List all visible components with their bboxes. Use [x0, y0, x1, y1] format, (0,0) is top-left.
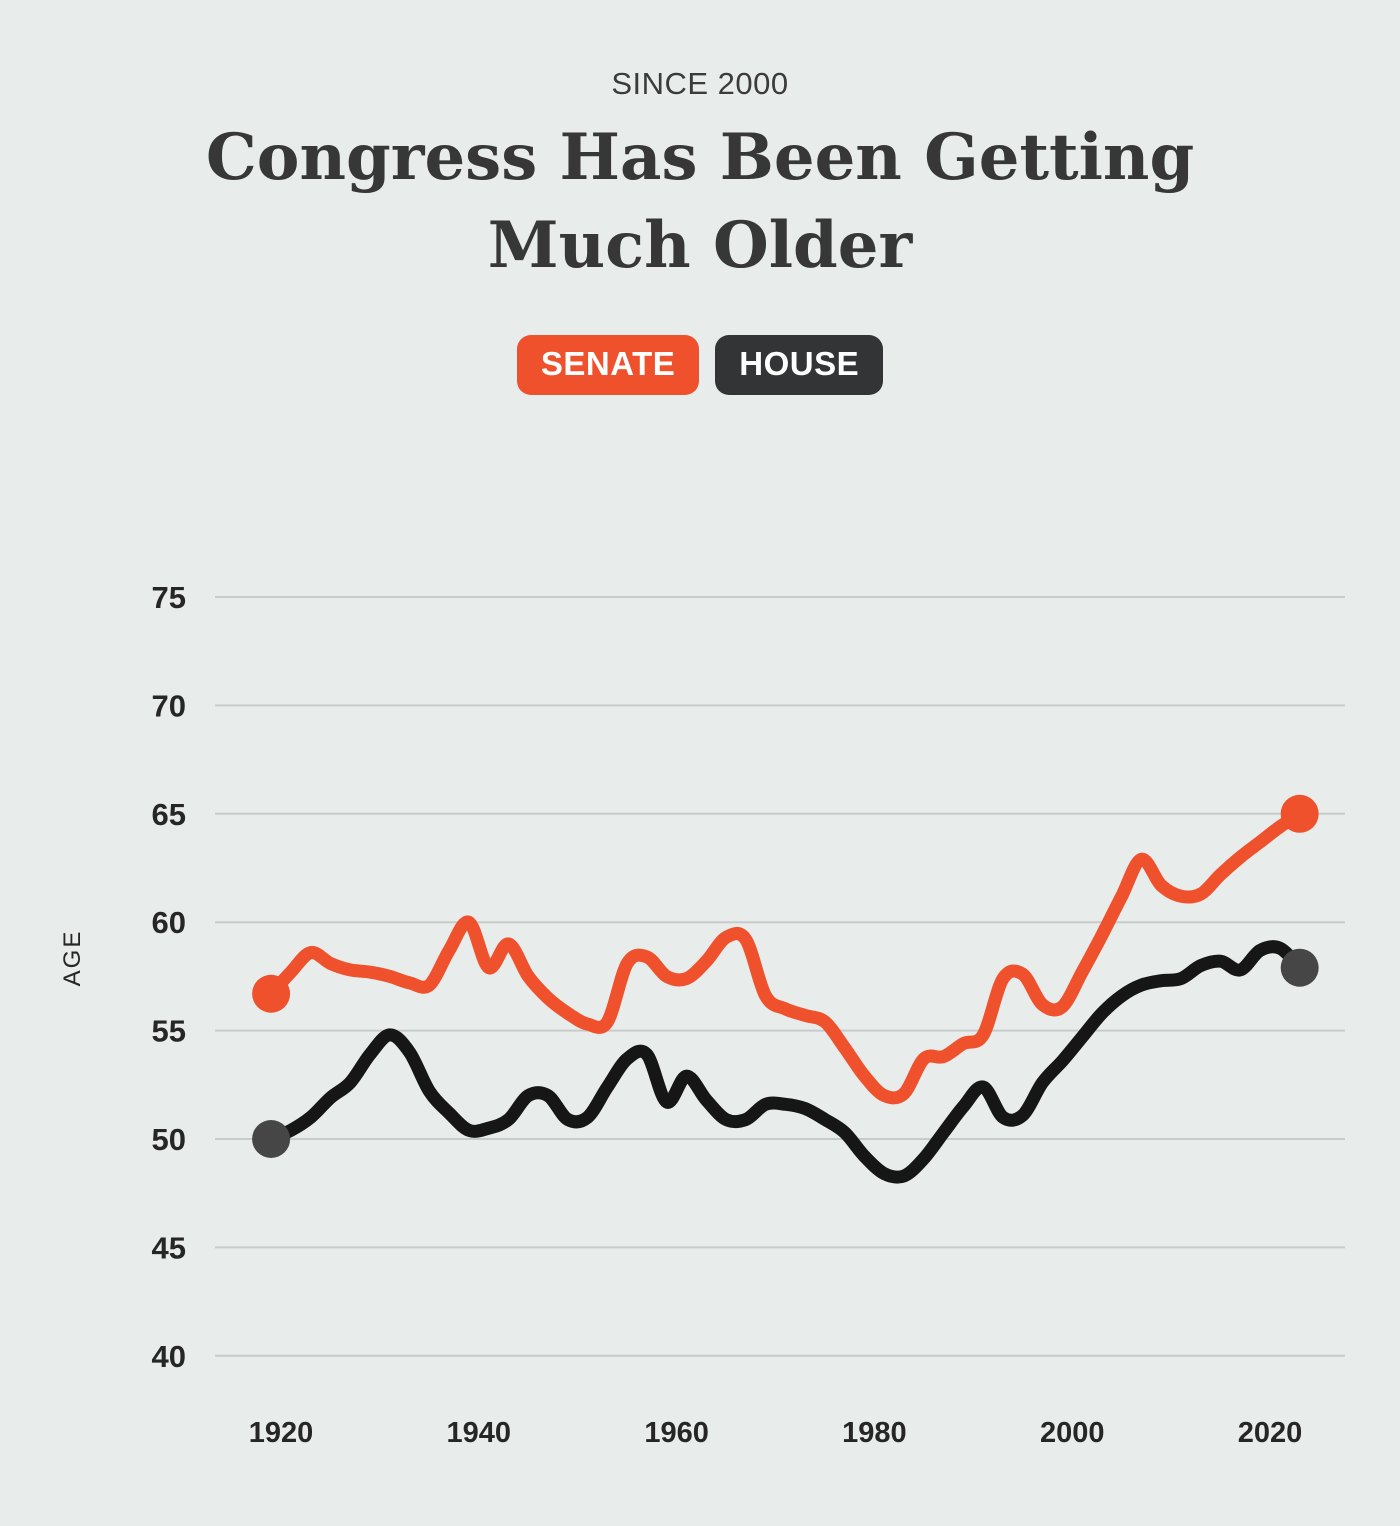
x-tick-label-1960: 1960 [644, 1417, 709, 1449]
title-line-1: Congress Has Been Getting [205, 120, 1195, 195]
legend-senate-badge: SENATE [516, 334, 700, 395]
y-tick-label-70: 70 [152, 688, 186, 723]
legend-house-badge: HOUSE [715, 334, 884, 395]
y-tick-label-60: 60 [152, 905, 186, 940]
chart-header: SINCE 2000 Congress Has Been Getting Muc… [0, 66, 1400, 395]
y-tick-label-75: 75 [152, 580, 186, 615]
y-tick-label-40: 40 [152, 1339, 186, 1374]
kicker: SINCE 2000 [611, 66, 789, 101]
x-tick-label-1920: 1920 [249, 1417, 314, 1449]
y-tick-label-45: 45 [152, 1230, 186, 1265]
y-tick-label-65: 65 [152, 797, 186, 832]
age-line-chart: 40 45 50 55 60 65 70 75 1920 1940 1960 1980 2000 2020… [59, 580, 1345, 1449]
y-tick-label-55: 55 [152, 1014, 186, 1049]
senate-end-dot [1280, 794, 1319, 833]
house-line [264, 940, 1307, 1184]
x-tick-label-2000: 2000 [1040, 1417, 1105, 1449]
house-end-dot [1280, 948, 1319, 987]
page-title: Congress Has Been Getting Much Older [0, 114, 1400, 291]
x-tick-label-2020: 2020 [1238, 1417, 1303, 1449]
x-tick-label-1980: 1980 [842, 1417, 907, 1449]
house-start-dot [252, 1120, 291, 1158]
title-line-2: Much Older [487, 208, 913, 284]
legend: SENATE HOUSE [0, 334, 1400, 395]
senate-line [264, 807, 1307, 1105]
x-tick-label-1940: 1940 [447, 1417, 512, 1449]
y-tick-label-50: 50 [152, 1122, 186, 1157]
y-axis-label: AGE [59, 930, 86, 987]
senate-start-dot [252, 974, 291, 1013]
